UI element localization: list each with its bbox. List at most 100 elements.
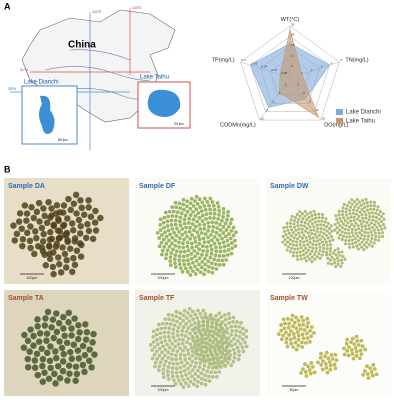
cell — [298, 239, 302, 243]
cell — [97, 214, 104, 222]
cell — [304, 236, 308, 240]
cell — [374, 211, 378, 215]
cell — [347, 242, 351, 246]
cell — [164, 256, 168, 261]
cell — [171, 331, 175, 336]
cell — [203, 207, 208, 212]
cell — [47, 214, 54, 221]
cell — [351, 356, 356, 361]
cell — [217, 241, 222, 246]
cell — [174, 366, 179, 371]
cell — [163, 317, 168, 321]
cell — [173, 253, 178, 257]
cell — [154, 332, 159, 337]
cell — [41, 322, 49, 329]
cell — [172, 257, 177, 261]
cell — [312, 331, 316, 335]
cell — [222, 313, 227, 317]
cell — [65, 195, 72, 203]
cell — [205, 321, 210, 326]
cell — [244, 335, 249, 339]
cell — [73, 370, 81, 378]
cell — [310, 365, 315, 369]
cell — [305, 239, 309, 243]
cell — [189, 346, 194, 350]
cell — [81, 368, 88, 376]
cell — [196, 211, 201, 216]
cell — [176, 378, 181, 383]
cell — [303, 256, 307, 260]
cell — [373, 231, 377, 235]
cell — [180, 227, 185, 231]
cell — [356, 224, 360, 228]
cell — [164, 359, 168, 364]
cell — [218, 334, 223, 339]
cell — [310, 260, 314, 264]
cell — [50, 334, 58, 342]
cell — [36, 218, 43, 225]
cell — [234, 328, 239, 333]
cell — [296, 343, 301, 348]
cell — [340, 226, 344, 230]
cell — [199, 376, 204, 381]
cell — [155, 327, 160, 332]
cell — [217, 213, 221, 217]
cell — [321, 359, 325, 363]
cell — [233, 244, 238, 248]
cell — [355, 202, 359, 206]
cell — [35, 199, 43, 207]
cell — [317, 212, 321, 216]
cell — [293, 225, 297, 229]
cell — [182, 237, 187, 242]
cell — [46, 357, 54, 365]
cell — [333, 248, 337, 252]
cell — [179, 333, 184, 337]
cell — [53, 240, 60, 248]
cell — [185, 361, 190, 365]
cell — [341, 213, 345, 217]
cell — [175, 226, 179, 231]
cell — [183, 230, 188, 235]
cell — [382, 217, 386, 221]
cell — [47, 228, 54, 236]
cell — [298, 250, 302, 254]
cell — [366, 376, 371, 380]
axis-label: CODMn(mg/L) — [220, 123, 256, 129]
cell — [190, 359, 195, 364]
cell — [185, 258, 190, 262]
cell — [290, 214, 294, 218]
cell — [315, 223, 319, 227]
cell — [323, 237, 327, 241]
cell — [185, 253, 190, 258]
cell — [230, 246, 234, 251]
cell — [328, 367, 333, 372]
cell — [237, 325, 242, 329]
cell — [338, 216, 342, 220]
cell — [348, 225, 352, 229]
cell — [13, 230, 21, 238]
cell — [185, 199, 190, 204]
cell — [167, 317, 172, 322]
cell — [316, 227, 320, 231]
cell — [233, 333, 238, 338]
series-area — [278, 29, 320, 118]
cell — [223, 363, 228, 368]
cell — [355, 244, 359, 248]
cell — [170, 214, 175, 218]
cell — [337, 209, 341, 213]
cell — [309, 361, 314, 365]
cell — [318, 245, 322, 249]
cell — [200, 259, 205, 264]
cell — [345, 337, 349, 342]
cell — [224, 340, 229, 345]
cell — [300, 345, 304, 349]
cell — [220, 320, 225, 324]
cell — [363, 230, 367, 234]
cell — [291, 324, 295, 329]
cell — [227, 316, 232, 320]
cell — [292, 219, 296, 223]
cell — [203, 312, 208, 316]
cell — [363, 369, 367, 373]
cell — [212, 345, 217, 350]
cell — [160, 248, 165, 253]
